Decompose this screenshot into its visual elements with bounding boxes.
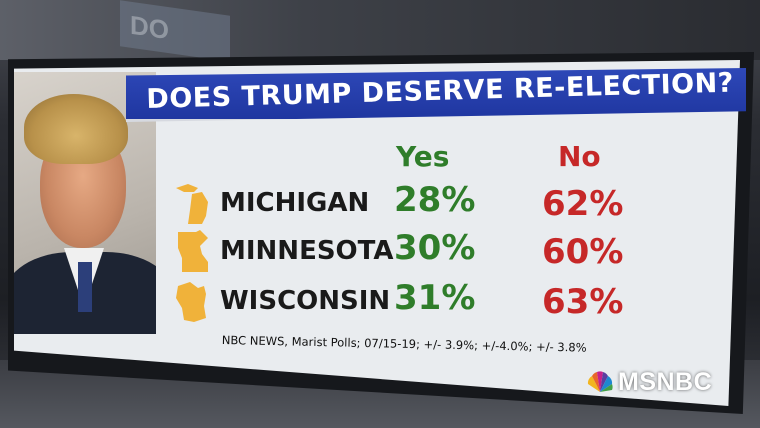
photo-hair — [24, 94, 128, 164]
state-name: WISCONSIN — [220, 286, 391, 316]
column-header-yes: Yes — [396, 140, 450, 173]
table-row-wisconsin: WISCONSIN 31% 63% — [174, 278, 634, 328]
candidate-photo — [14, 72, 156, 334]
title-banner — [126, 68, 746, 122]
studio-ceiling — [0, 0, 760, 60]
yes-value: 28% — [394, 180, 476, 220]
no-value: 60% — [542, 232, 624, 272]
table-row-minnesota: MINNESOTA 30% 60% — [174, 228, 634, 278]
network-logo: MSNBC — [584, 368, 734, 398]
network-logo-text: MSNBC — [618, 368, 713, 396]
column-header-no: No — [558, 140, 601, 173]
table-row-michigan: MICHIGAN 28% 62% — [174, 180, 634, 230]
no-value: 63% — [542, 282, 624, 322]
state-name: MINNESOTA — [220, 236, 394, 266]
photo-tie — [78, 262, 92, 312]
yes-value: 31% — [394, 278, 476, 318]
no-value: 62% — [542, 184, 624, 224]
yes-value: 30% — [394, 228, 476, 268]
minnesota-shape-icon — [178, 230, 208, 272]
state-name: MICHIGAN — [220, 188, 370, 218]
peacock-icon — [587, 371, 613, 392]
michigan-shape-icon — [176, 184, 208, 224]
wisconsin-shape-icon — [176, 282, 206, 322]
